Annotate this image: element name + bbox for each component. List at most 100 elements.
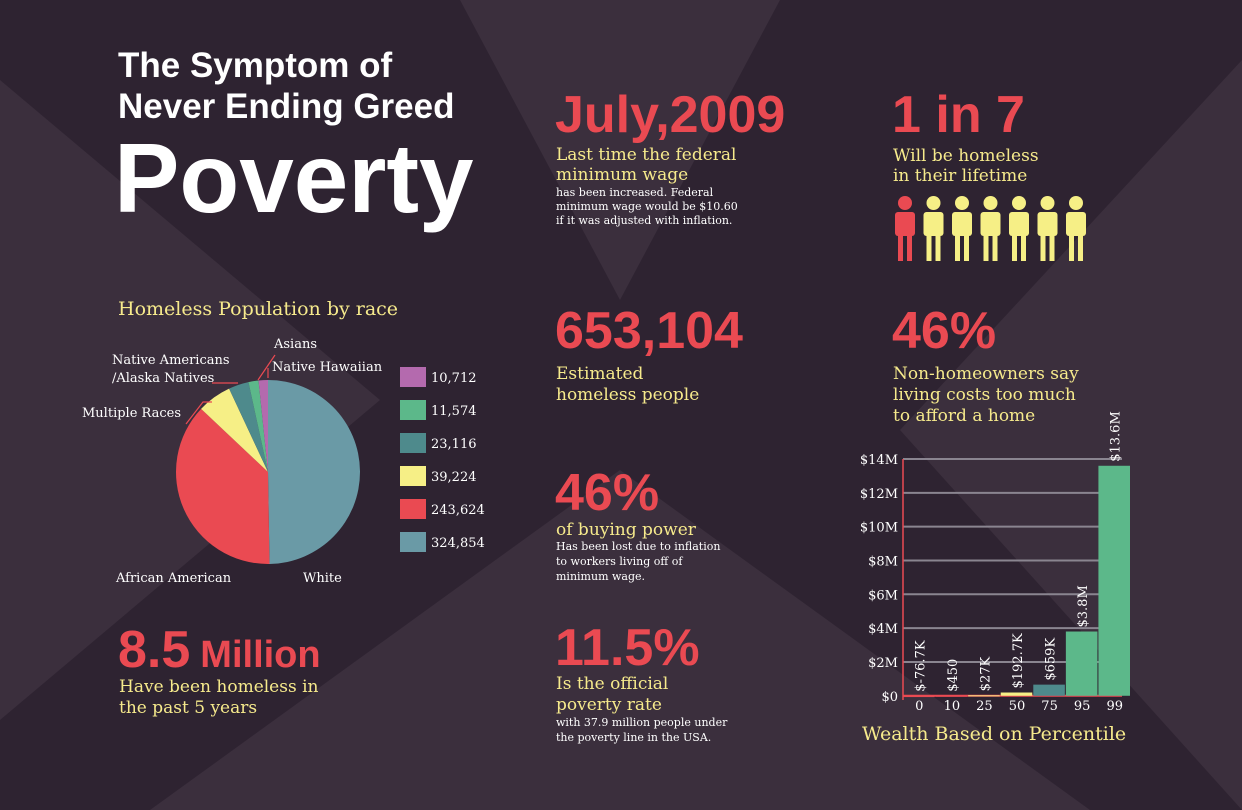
stat-detail: minimum wage. (556, 570, 645, 583)
pie-slice (176, 408, 270, 564)
person-leg (955, 234, 960, 261)
legend-label: 324,854 (431, 536, 485, 551)
stat-figure: 1 in 7 (892, 86, 1025, 144)
person-body (980, 212, 1001, 236)
legend-swatch (400, 433, 426, 453)
stat-figure-value: July,2009 (555, 86, 785, 144)
stat-figure: 11.5% (555, 619, 700, 677)
bar (1000, 692, 1033, 696)
legend-label: 23,116 (431, 437, 477, 452)
x-tick-label: 75 (1041, 699, 1058, 714)
stat-figure-value: 8.5 (118, 621, 190, 679)
bar (1065, 631, 1098, 696)
y-tick-label: $6M (868, 588, 898, 603)
stat-line: homeless people (556, 385, 699, 405)
legend-label: 243,624 (431, 503, 485, 518)
person-leg (1069, 234, 1074, 261)
person-leg (983, 234, 989, 261)
stat-detail: with 37.9 million people under (556, 716, 728, 729)
stat-detail: has been increased. Federal (556, 186, 714, 199)
legend-label: 10,712 (431, 371, 477, 386)
person-leg (935, 234, 941, 261)
pie-label-line: Native Americans (112, 353, 230, 368)
pie-slice (268, 380, 360, 564)
stat-detail: if it was adjusted with inflation. (556, 214, 732, 227)
stat-line: the past 5 years (119, 698, 257, 718)
person-body (923, 212, 944, 236)
x-tick-label: 50 (1009, 699, 1026, 714)
pie-label: Native Americans/Alaska Natives (112, 353, 230, 386)
stat-figure: 46% (555, 464, 659, 522)
data-label: $-76.7K (913, 640, 928, 692)
data-label: $27K (978, 657, 993, 692)
x-tick-label: 0 (915, 699, 923, 714)
y-tick-label: $10M (860, 521, 898, 536)
person-body (1037, 212, 1058, 236)
person-leg (964, 234, 969, 261)
person-head (1040, 196, 1055, 210)
x-tick-label: 10 (944, 699, 961, 714)
stat-detail: the poverty line in the USA. (556, 731, 711, 744)
stat-figure: 653,104 (555, 302, 743, 360)
stat-figure: 46% (892, 302, 996, 360)
title-main: Poverty (114, 123, 474, 233)
stat-detail: minimum wage would be $10.60 (556, 200, 738, 213)
pie-slice (258, 380, 268, 472)
stat-figure-value: 653,104 (555, 302, 743, 360)
legend-label: 11,574 (431, 404, 477, 419)
person-head (1012, 196, 1026, 210)
stat-figure-value: 1 in 7 (892, 86, 1025, 144)
y-tick-label: $12M (860, 487, 898, 502)
stat-line: Last time the federal (556, 145, 736, 165)
legend-swatch (400, 499, 426, 519)
person-leg (1040, 234, 1046, 261)
person-body (1066, 212, 1086, 236)
y-tick-label: $4M (868, 622, 898, 637)
person-leg (907, 234, 912, 261)
bar (935, 695, 968, 697)
leader-line (257, 354, 276, 381)
person-leg (898, 234, 903, 261)
pie-slice (248, 380, 268, 472)
person-head (898, 196, 912, 210)
pie-slice (229, 382, 268, 472)
y-tick-label: $14M (860, 453, 898, 468)
x-tick-label: 99 (1106, 699, 1123, 714)
legend-swatch (400, 532, 426, 552)
x-tick-label: 95 (1074, 699, 1091, 714)
person-head (926, 196, 941, 210)
stat-figure-value: 46% (892, 302, 996, 360)
legend-swatch (400, 400, 426, 420)
legend-swatch (400, 466, 426, 486)
stat-line: of buying power (556, 520, 697, 540)
bar (1098, 465, 1130, 696)
pie-label: Asians (273, 337, 317, 352)
stat-detail: Has been lost due to inflation (556, 540, 720, 553)
pie-label: Native Hawaiian (272, 360, 383, 375)
person-leg (1012, 234, 1017, 261)
chart-title: Wealth Based on Percentile (862, 723, 1126, 745)
y-tick-label: $0 (881, 690, 898, 705)
stat-line: Is the official (556, 674, 668, 694)
person-head (1069, 196, 1083, 210)
pie-label: African American (115, 571, 232, 586)
y-tick-label: $8M (868, 554, 898, 569)
person-head (955, 196, 969, 210)
person-leg (1078, 234, 1083, 261)
data-label: $3.8M (1076, 585, 1091, 627)
stat-figure-value: 46% (555, 464, 659, 522)
bar (1033, 684, 1065, 696)
stat-detail: to workers living off of (556, 555, 683, 568)
leader-line (185, 401, 212, 425)
person-body (1009, 212, 1029, 236)
stat-line: Estimated (556, 364, 644, 384)
stat-line: Will be homeless (893, 146, 1039, 166)
data-label: $659K (1044, 638, 1059, 681)
data-label: $450 (946, 659, 961, 692)
stat-line: to afford a home (893, 406, 1035, 426)
bar (903, 695, 935, 698)
person-body (895, 212, 915, 236)
stat-line: Non-homeowners say (893, 364, 1079, 384)
